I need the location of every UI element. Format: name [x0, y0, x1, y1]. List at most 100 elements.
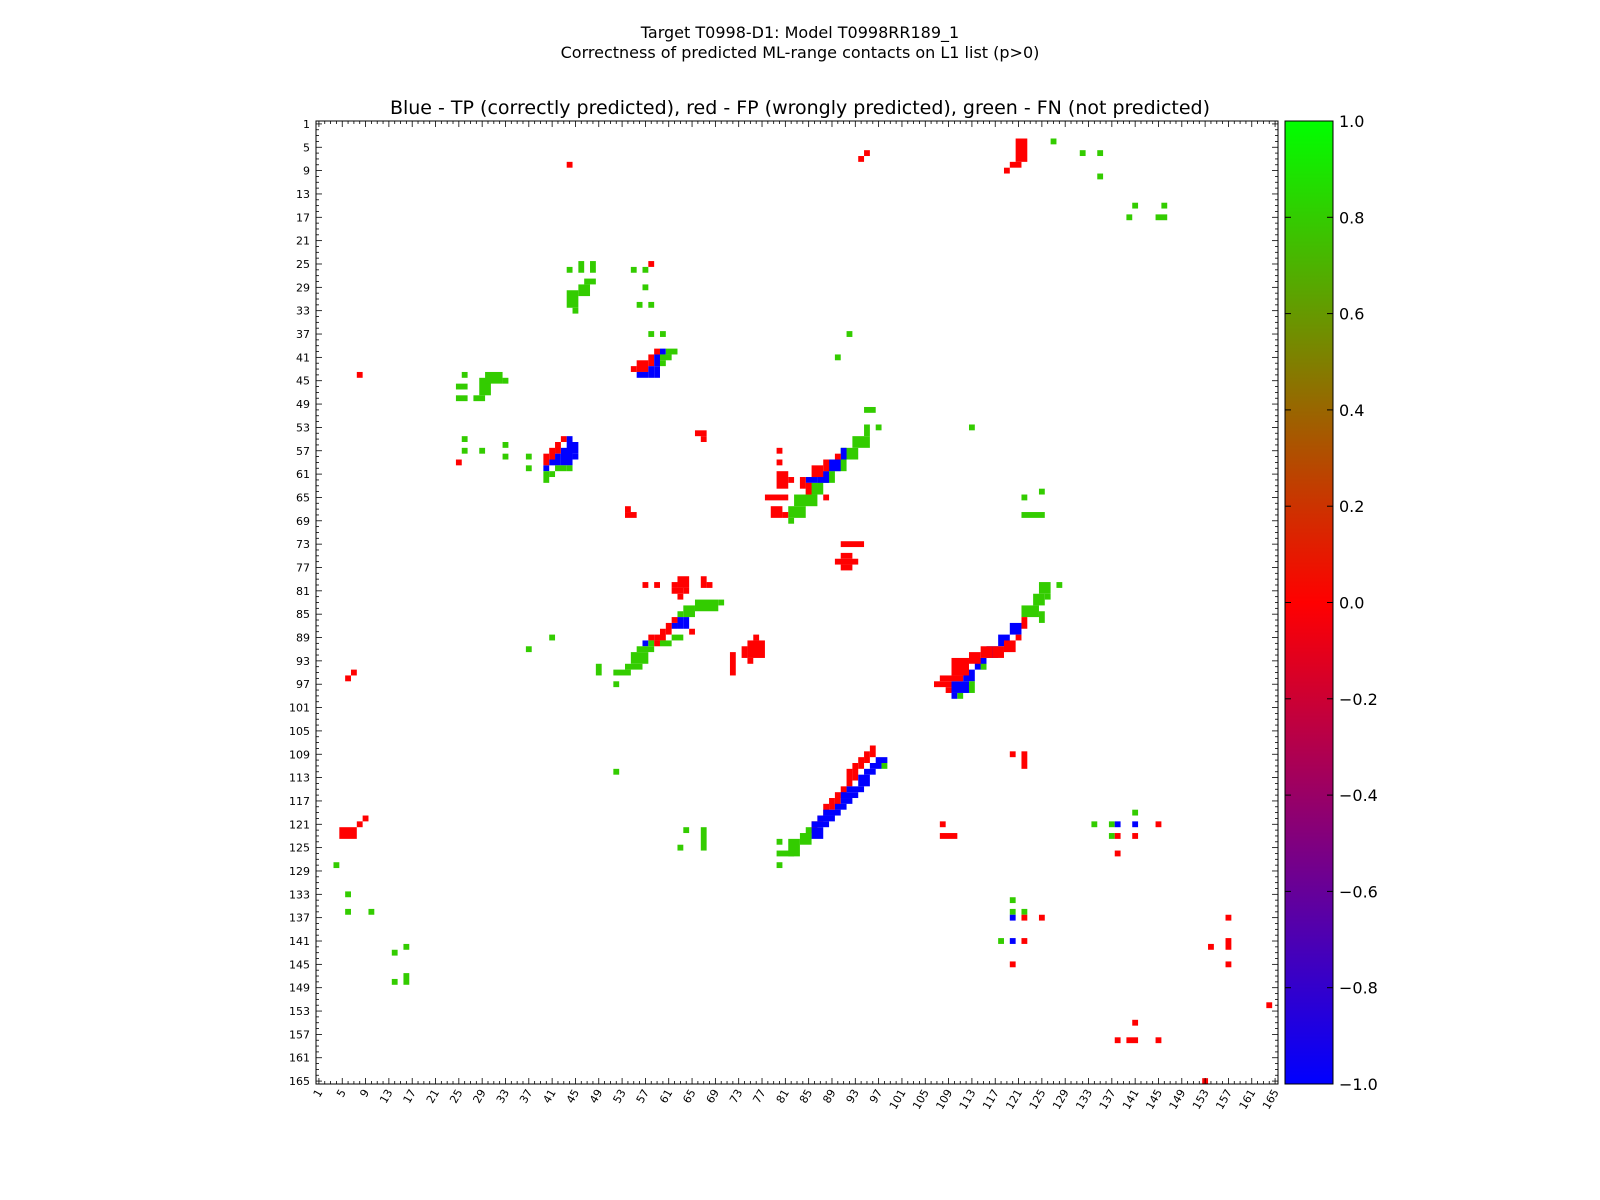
contact-cell-13 [566, 161, 573, 168]
suptitle-line-2: Correctness of predicted ML-range contac… [561, 43, 1040, 62]
contact-cell-104 [770, 506, 783, 518]
x-tick-label-5: 21 [424, 1087, 442, 1106]
x-tick-label-18: 73 [727, 1087, 745, 1106]
contact-cell-65 [543, 453, 550, 466]
y-tick-label-26: 105 [289, 725, 310, 738]
contact-cell-18 [578, 284, 591, 297]
contact-cell-51 [485, 371, 503, 384]
contact-cell-42 [659, 360, 666, 367]
x-tick-label-1: 5 [334, 1087, 349, 1100]
contact-cell-137 [671, 622, 678, 629]
contact-cell-184 [1009, 751, 1016, 758]
contact-cell-252 [1021, 938, 1028, 944]
y-tick-label-19: 77 [296, 561, 310, 574]
contact-cell-131 [694, 599, 719, 612]
contact-cell-20 [572, 307, 579, 314]
contact-cell-219 [677, 844, 684, 851]
contact-cell-203 [846, 786, 865, 793]
contact-cell-178 [939, 675, 964, 682]
x-tick-label-33: 133 [1073, 1087, 1095, 1112]
colorbar [1284, 120, 1334, 1085]
y-tick-label-5: 21 [296, 235, 310, 248]
contact-cell-146 [654, 640, 660, 647]
contact-cell-213 [799, 833, 812, 845]
contact-cell-102 [788, 477, 795, 483]
contact-cell-162 [350, 669, 357, 676]
y-tick-label-27: 109 [289, 748, 310, 761]
contact-cell-233 [939, 833, 958, 839]
contact-cell-257 [1225, 961, 1232, 968]
contact-cell-177 [951, 657, 969, 676]
contact-cell-106 [823, 494, 830, 501]
contact-cell-254 [1225, 914, 1232, 921]
y-tick-label-23: 93 [296, 655, 310, 668]
contact-cell-11 [864, 150, 870, 157]
y-tick-label-8: 33 [296, 305, 310, 318]
contact-cell-122 [683, 587, 690, 594]
contact-cell-35 [648, 366, 655, 378]
contact-cell-50 [479, 377, 491, 396]
x-tick-label-11: 45 [564, 1087, 582, 1106]
contact-cell-14 [566, 266, 573, 273]
contact-cell-76 [543, 471, 550, 483]
contact-cell-33 [630, 366, 637, 372]
contact-cell-188 [864, 751, 870, 763]
contact-cell-66 [566, 442, 579, 454]
x-tick-label-37: 149 [1167, 1087, 1189, 1112]
contact-cell-55 [461, 447, 468, 454]
contact-cell-242 [1132, 833, 1139, 839]
contact-cell-62 [560, 436, 567, 442]
contact-cell-54 [461, 436, 468, 442]
x-tick-label-38: 153 [1190, 1087, 1212, 1112]
contact-cell-227 [368, 908, 375, 915]
x-tick-label-26: 105 [910, 1087, 932, 1112]
colorbar-tick-label-4: 0.2 [1339, 497, 1364, 516]
contact-cell-124 [706, 582, 713, 588]
contact-cell-86 [805, 482, 824, 495]
y-tick-label-11: 45 [296, 375, 310, 388]
y-tick-label-25: 101 [289, 702, 310, 715]
contact-cell-173 [1003, 640, 1016, 653]
contact-cell-149 [636, 646, 655, 653]
contact-cell-245 [1009, 908, 1016, 915]
y-tick-label-31: 125 [289, 842, 310, 855]
contact-cell-45 [356, 371, 363, 378]
colorbar-tick-label-3: 0.4 [1339, 401, 1364, 420]
contact-cell-255 [1208, 943, 1214, 950]
contact-cell-0 [1015, 138, 1028, 162]
colorbar-ticks: 1.0 0.8 0.6 0.4 0.2 0.0 −0.2 −0.4 −0.6 −0.8 −1.0 [1285, 112, 1378, 1094]
colorbar-tick-label-9: −0.8 [1339, 979, 1378, 998]
contact-cell-239 [1155, 821, 1162, 828]
contact-cell-151 [625, 663, 643, 670]
x-tick-label-35: 141 [1120, 1087, 1142, 1112]
y-tick-label-17: 69 [296, 515, 310, 528]
contact-cell-143 [648, 634, 655, 641]
contact-cell-47 [455, 383, 468, 390]
y-tick-label-18: 73 [296, 538, 310, 551]
contact-cell-209 [811, 821, 830, 828]
contact-cell-175 [980, 646, 993, 658]
y-tick-label-33: 133 [289, 888, 310, 901]
contact-cell-139 [665, 622, 672, 635]
contact-cell-48 [455, 395, 468, 402]
contact-cell-161 [729, 652, 736, 676]
contact-cell-258 [1266, 1002, 1273, 1009]
contact-cell-99 [776, 447, 783, 454]
contact-cell-125 [1038, 582, 1051, 594]
contact-cell-108 [1038, 488, 1045, 495]
contact-cell-83 [840, 447, 859, 460]
x-tick-label-32: 129 [1050, 1087, 1072, 1112]
contact-cell-110 [625, 506, 631, 513]
colorbar-tick-label-10: −1.0 [1339, 1075, 1378, 1094]
contact-cell-190 [852, 763, 859, 781]
contact-cell-223 [339, 827, 357, 839]
contact-cell-176 [968, 652, 981, 664]
x-tick-label-24: 97 [867, 1087, 885, 1106]
contact-cell-63 [555, 442, 561, 454]
y-tick-label-36: 145 [289, 958, 310, 971]
contact-cell-157 [753, 634, 760, 641]
x-tick-label-12: 49 [587, 1087, 605, 1106]
contact-cell-94 [834, 453, 841, 460]
x-tick-label-28: 113 [957, 1087, 979, 1112]
contact-cell-189 [858, 757, 865, 769]
